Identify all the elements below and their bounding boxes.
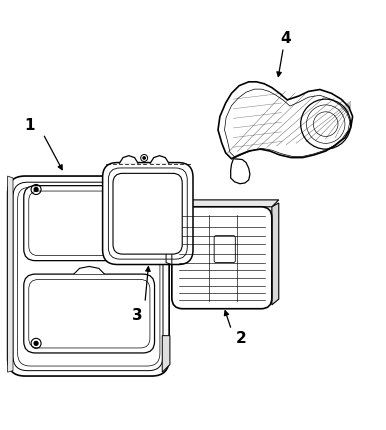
FancyBboxPatch shape	[24, 274, 154, 353]
Polygon shape	[166, 246, 172, 265]
Polygon shape	[74, 267, 105, 274]
FancyBboxPatch shape	[172, 207, 272, 309]
Polygon shape	[272, 203, 279, 305]
FancyBboxPatch shape	[113, 174, 182, 255]
Polygon shape	[218, 83, 353, 160]
Polygon shape	[162, 336, 170, 372]
Polygon shape	[231, 160, 250, 184]
Circle shape	[34, 341, 38, 345]
Circle shape	[34, 188, 38, 192]
Text: 1: 1	[24, 117, 35, 132]
Circle shape	[143, 157, 145, 160]
FancyBboxPatch shape	[103, 163, 193, 265]
Polygon shape	[150, 156, 169, 164]
Text: 3: 3	[132, 307, 142, 322]
FancyBboxPatch shape	[8, 177, 169, 376]
Text: 2: 2	[236, 330, 246, 345]
Polygon shape	[172, 200, 279, 207]
Text: 4: 4	[280, 31, 291, 46]
FancyBboxPatch shape	[24, 186, 154, 261]
Polygon shape	[8, 177, 13, 372]
Polygon shape	[119, 156, 139, 164]
